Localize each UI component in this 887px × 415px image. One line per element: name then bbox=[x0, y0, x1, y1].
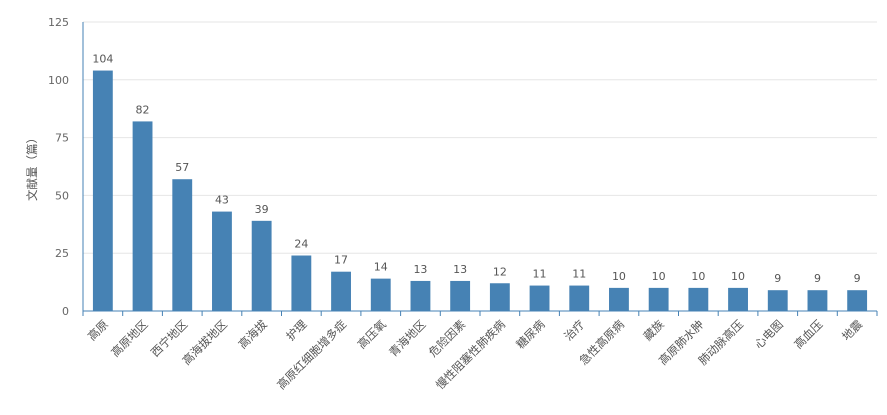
bar bbox=[132, 121, 153, 311]
data-label: 24 bbox=[294, 238, 308, 251]
bar bbox=[688, 287, 709, 311]
bars-layer bbox=[92, 70, 868, 311]
x-tick-label: 高原红细胞增多症 bbox=[274, 317, 349, 392]
data-label: 10 bbox=[731, 270, 745, 283]
data-label: 12 bbox=[493, 265, 507, 278]
bar bbox=[251, 220, 272, 311]
data-label: 57 bbox=[175, 161, 189, 174]
bar bbox=[728, 287, 748, 311]
data-label: 43 bbox=[215, 194, 229, 207]
data-label: 10 bbox=[652, 270, 666, 283]
bar bbox=[569, 285, 590, 311]
x-tick-label: 高压氧 bbox=[355, 317, 390, 352]
bar bbox=[370, 278, 391, 311]
grid-layer bbox=[83, 21, 877, 254]
y-axis-title: 文献量（篇） bbox=[25, 132, 39, 201]
data-label: 82 bbox=[136, 103, 150, 116]
x-tick-label: 治疗 bbox=[561, 317, 587, 343]
x-tick-label: 护理 bbox=[283, 317, 310, 344]
bar bbox=[648, 287, 669, 311]
bar bbox=[331, 271, 351, 311]
data-label: 11 bbox=[533, 268, 547, 281]
x-tick-label: 高原地区 bbox=[108, 317, 150, 359]
x-tick-label: 高原 bbox=[85, 317, 111, 343]
bar bbox=[450, 280, 471, 311]
bar bbox=[291, 255, 312, 311]
x-tick-label: 慢性阻塞性肺疾病 bbox=[433, 317, 508, 392]
bar bbox=[609, 287, 629, 311]
bar bbox=[489, 283, 510, 311]
data-label: 13 bbox=[413, 263, 427, 276]
y-tick-label: 50 bbox=[55, 189, 69, 202]
y-tick-label: 125 bbox=[48, 16, 69, 29]
bar bbox=[92, 70, 113, 311]
x-tick-label: 地震 bbox=[839, 317, 866, 344]
x-tick-label: 高血压 bbox=[791, 317, 825, 351]
data-label: 10 bbox=[691, 270, 705, 283]
data-label: 10 bbox=[612, 270, 626, 283]
data-label: 104 bbox=[92, 53, 113, 66]
data-label: 9 bbox=[854, 272, 861, 285]
x-tick-label: 青海地区 bbox=[386, 317, 428, 359]
data-label: 14 bbox=[374, 261, 388, 274]
data-labels-layer: 104 82 57 43 39 24 17 14 13 13 12 11 11 10 10 10 10 9 9 9 bbox=[92, 53, 860, 286]
data-label: 11 bbox=[572, 268, 586, 281]
bar bbox=[212, 211, 232, 311]
x-tick-label: 高海拔 bbox=[235, 317, 270, 352]
x-tick-label: 心电图 bbox=[752, 317, 786, 351]
y-tick-label: 0 bbox=[62, 305, 69, 318]
bar bbox=[847, 290, 868, 311]
y-tick-label: 75 bbox=[55, 132, 69, 145]
data-label: 9 bbox=[774, 272, 781, 285]
bar bbox=[529, 285, 550, 311]
data-label: 13 bbox=[453, 263, 467, 276]
data-label: 9 bbox=[814, 272, 821, 285]
bar bbox=[172, 179, 193, 311]
x-tick-label: 藏族 bbox=[641, 317, 668, 344]
y-tick-label: 100 bbox=[48, 74, 69, 87]
bar bbox=[807, 290, 828, 311]
bar bbox=[410, 280, 431, 311]
x-tick-label: 糖尿病 bbox=[513, 317, 548, 352]
data-label: 17 bbox=[334, 254, 348, 267]
data-label: 39 bbox=[255, 203, 269, 216]
y-tick-label: 25 bbox=[55, 247, 69, 260]
bar bbox=[767, 290, 788, 311]
